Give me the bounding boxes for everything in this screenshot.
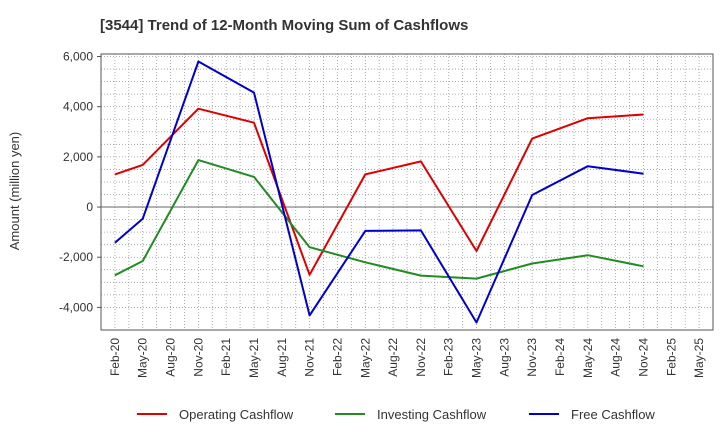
- x-tick-label: Feb-20: [108, 338, 122, 376]
- x-tick-label: Nov-22: [414, 338, 428, 377]
- x-tick-label: Aug-23: [497, 338, 511, 377]
- x-tick-label: May-20: [136, 338, 150, 378]
- y-axis-label: Amount (million yen): [7, 132, 22, 251]
- x-tick-label: Feb-22: [330, 338, 344, 376]
- x-tick-label: Aug-24: [609, 338, 623, 377]
- x-tick-label: May-24: [581, 338, 595, 378]
- plot-border: [100, 53, 714, 331]
- x-tick-label: Nov-23: [525, 338, 539, 377]
- x-tick-label: Nov-24: [636, 338, 650, 377]
- x-tick-label: May-23: [470, 338, 484, 378]
- y-tick-label: -2,000: [59, 250, 93, 264]
- series-line-operating-cashflow: [114, 107, 644, 276]
- x-tick-label: Nov-21: [303, 338, 317, 377]
- y-tick-label: 6,000: [63, 50, 93, 64]
- x-tick-label: Feb-21: [219, 338, 233, 376]
- y-tick-label: 2,000: [63, 150, 93, 164]
- plot-area: -4,000 -2,000 0 2,000 4,000 6,000 Feb-20 May-20…: [59, 50, 714, 378]
- legend: Operating Cashflow Investing Cashflow Free…: [137, 407, 655, 422]
- x-tick-label: May-25: [692, 338, 706, 378]
- x-tick-label: Aug-22: [386, 338, 400, 377]
- legend-label: Operating Cashflow: [179, 407, 294, 422]
- x-tick-label: Aug-20: [164, 338, 178, 377]
- x-tick-label: Nov-20: [191, 338, 205, 377]
- chart-title: [3544] Trend of 12-Month Moving Sum of C…: [100, 17, 468, 34]
- legend-label: Free Cashflow: [571, 407, 655, 422]
- legend-label: Investing Cashflow: [377, 407, 487, 422]
- series-line-free-cashflow: [114, 60, 644, 324]
- y-tick-label: 0: [86, 200, 93, 214]
- y-tick-label: -4,000: [59, 300, 93, 314]
- y-tick-label: 4,000: [63, 100, 93, 114]
- x-tick-label: Feb-25: [664, 338, 678, 376]
- x-tick-label: May-22: [358, 338, 372, 378]
- x-tick-label: Feb-23: [442, 338, 456, 376]
- x-tick-label: Aug-21: [275, 338, 289, 377]
- x-tick-label: Feb-24: [553, 338, 567, 376]
- x-tick-label: May-21: [247, 338, 261, 378]
- series-line-investing-cashflow: [114, 159, 644, 280]
